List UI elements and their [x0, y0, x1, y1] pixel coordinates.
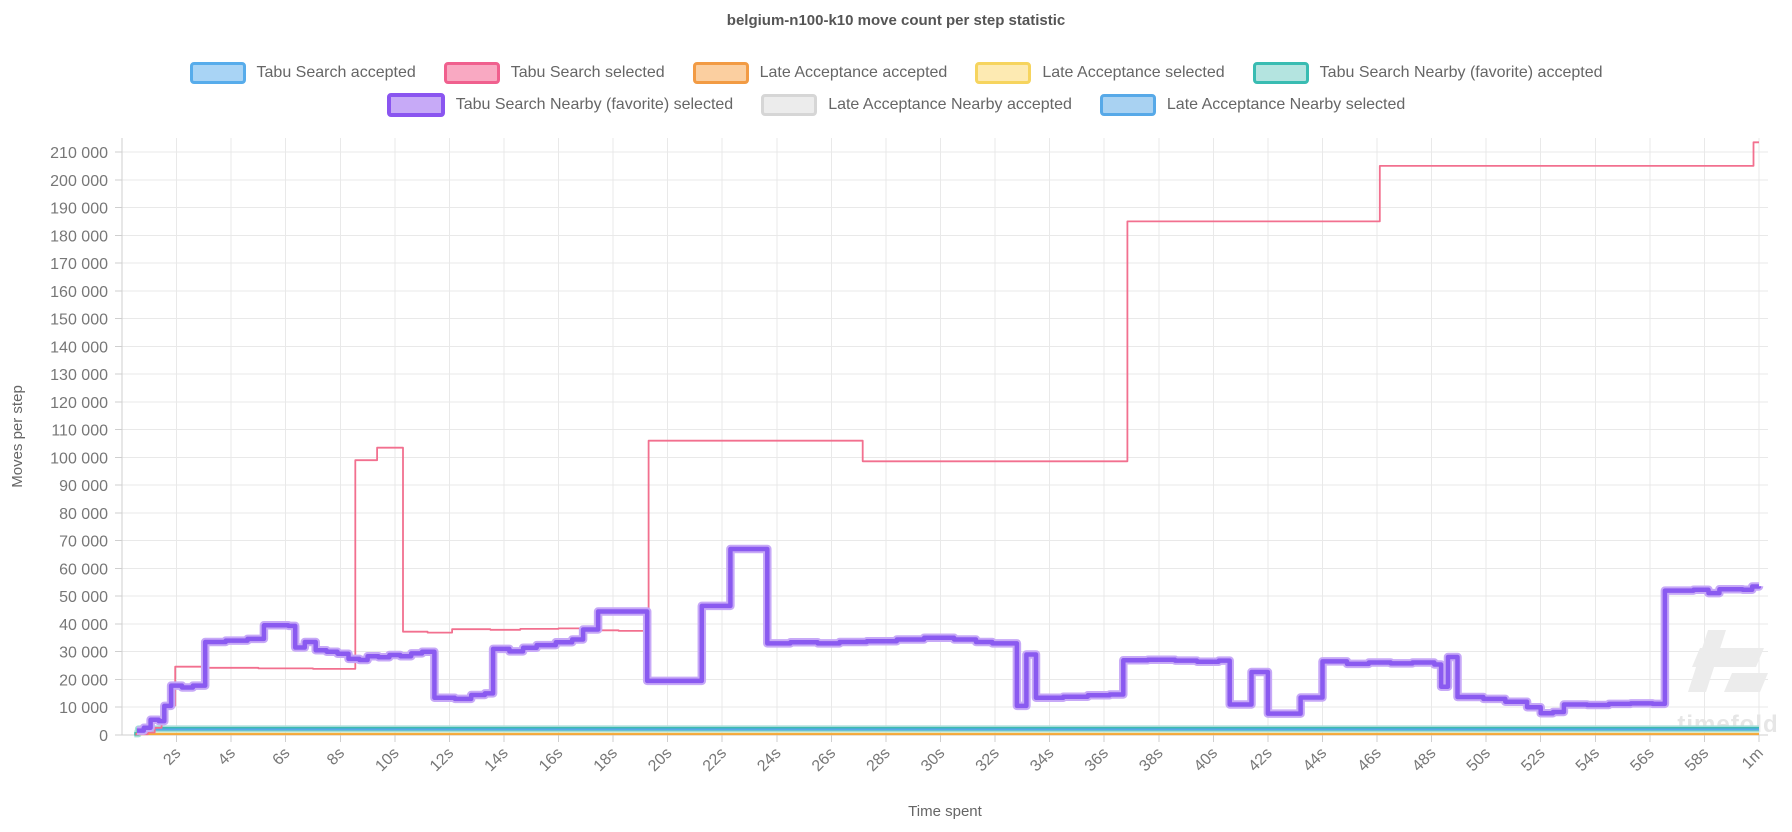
- y-tick-label: 50 000: [59, 589, 108, 606]
- legend-item-late-acceptance-nearby-selected[interactable]: Late Acceptance Nearby selected: [1099, 94, 1406, 116]
- y-tick-label: 30 000: [59, 645, 108, 662]
- x-tick-label: 4s: [215, 745, 239, 769]
- x-tick-label: 50s: [1464, 745, 1494, 775]
- y-tick-label: 10 000: [59, 700, 108, 717]
- x-tick-label: 8s: [324, 745, 348, 769]
- x-tick-label: 44s: [1300, 745, 1330, 775]
- legend-label: Late Acceptance accepted: [759, 64, 948, 81]
- legend-item-tabu-search-selected[interactable]: Tabu Search selected: [443, 62, 665, 84]
- legend-swatch: [692, 62, 749, 84]
- x-tick-label: 6s: [270, 745, 294, 769]
- legend-swatch: [386, 93, 445, 117]
- y-tick-label: 60 000: [59, 561, 108, 578]
- legend-label: Tabu Search Nearby (favorite) accepted: [1319, 64, 1603, 81]
- y-axis-title: Moves per step: [9, 385, 26, 488]
- x-tick-label: 36s: [1082, 745, 1112, 775]
- legend-swatch: [975, 62, 1032, 84]
- x-tick-label: 38s: [1136, 745, 1166, 775]
- x-tick-label: 24s: [754, 745, 784, 775]
- x-tick-label: 34s: [1027, 745, 1057, 775]
- x-tick-label: 32s: [973, 745, 1003, 775]
- chart-legend: Tabu Search accepted Tabu Search selected…: [0, 62, 1792, 117]
- y-tick-label: 80 000: [59, 506, 108, 523]
- x-tick-label: 14s: [482, 745, 512, 775]
- legend-label: Late Acceptance selected: [1042, 64, 1225, 81]
- y-tick-label: 160 000: [50, 284, 108, 301]
- legend-item-tabu-search-accepted[interactable]: Tabu Search accepted: [189, 62, 416, 84]
- legend-label: Late Acceptance Nearby accepted: [828, 96, 1072, 113]
- x-tick-label: 26s: [809, 745, 839, 775]
- x-tick-label: 16s: [536, 745, 566, 775]
- legend-row-1: Tabu Search accepted Tabu Search selected…: [189, 62, 1603, 84]
- legend-label: Tabu Search Nearby (favorite) selected: [455, 96, 734, 113]
- legend-item-late-acceptance-nearby-accepted[interactable]: Late Acceptance Nearby accepted: [761, 94, 1072, 116]
- y-tick-label: 210 000: [50, 145, 108, 162]
- x-tick-label: 52s: [1518, 745, 1548, 775]
- legend-swatch: [189, 62, 246, 84]
- series-lines: [134, 141, 1764, 738]
- y-tick-label: 140 000: [50, 339, 108, 356]
- y-tick-label: 0: [99, 728, 108, 745]
- y-tick-label: 190 000: [50, 201, 108, 218]
- y-tick-label: 90 000: [59, 478, 108, 495]
- x-tick-label: 58s: [1682, 745, 1712, 775]
- legend-swatch: [1252, 62, 1309, 84]
- legend-swatch: [443, 62, 500, 84]
- legend-swatch: [761, 94, 818, 116]
- x-tick-label: 22s: [700, 745, 730, 775]
- axis-tick-labels: 0 10 000 20 000 30 000 40 000 50 000 60 000 70 …: [50, 145, 1767, 775]
- x-tick-label: 30s: [918, 745, 948, 775]
- y-tick-label: 170 000: [50, 256, 108, 273]
- y-tick-label: 130 000: [50, 367, 108, 384]
- legend-swatch: [1099, 94, 1156, 116]
- y-tick-label: 70 000: [59, 534, 108, 551]
- x-tick-label: 1m: [1739, 745, 1767, 773]
- x-tick-label: 12s: [427, 745, 457, 775]
- x-tick-label: 20s: [645, 745, 675, 775]
- y-tick-label: 180 000: [50, 228, 108, 245]
- legend-label: Tabu Search accepted: [256, 64, 416, 81]
- x-tick-label: 28s: [863, 745, 893, 775]
- x-tick-label: 56s: [1627, 745, 1657, 775]
- x-tick-label: 40s: [1191, 745, 1221, 775]
- series-line-tabu-search-selected[interactable]: [135, 141, 1759, 736]
- legend-item-tabu-search-nearby-favorite-selected[interactable]: Tabu Search Nearby (favorite) selected: [386, 93, 734, 117]
- x-tick-label: 10s: [372, 745, 402, 775]
- x-tick-label: 18s: [591, 745, 621, 775]
- legend-label: Tabu Search selected: [510, 64, 665, 81]
- x-tick-label: 2s: [160, 745, 184, 769]
- legend-item-tabu-search-nearby-favorite-accepted[interactable]: Tabu Search Nearby (favorite) accepted: [1252, 62, 1603, 84]
- series-line-tabu-search-nearby-favorite-selected[interactable]: [137, 546, 1762, 733]
- y-tick-label: 20 000: [59, 672, 108, 689]
- y-tick-label: 100 000: [50, 450, 108, 467]
- y-tick-label: 150 000: [50, 312, 108, 329]
- y-tick-label: 200 000: [50, 173, 108, 190]
- legend-row-2: Tabu Search Nearby (favorite) selected La…: [386, 93, 1406, 117]
- y-tick-label: 110 000: [51, 423, 108, 440]
- y-tick-label: 40 000: [59, 617, 108, 634]
- page-title: belgium-n100-k10 move count per step sta…: [726, 12, 1066, 29]
- timefold-watermark: timefold: [1677, 630, 1778, 738]
- legend-item-late-acceptance-accepted[interactable]: Late Acceptance accepted: [692, 62, 948, 84]
- x-tick-label: 54s: [1573, 745, 1603, 775]
- x-tick-label: 42s: [1245, 745, 1275, 775]
- y-tick-label: 120 000: [50, 395, 108, 412]
- x-axis-title: Time spent: [908, 803, 982, 820]
- legend-item-late-acceptance-selected[interactable]: Late Acceptance selected: [975, 62, 1225, 84]
- x-tick-label: 48s: [1409, 745, 1439, 775]
- legend-label: Late Acceptance Nearby selected: [1166, 96, 1406, 113]
- x-tick-label: 46s: [1355, 745, 1385, 775]
- grid: [122, 138, 1768, 736]
